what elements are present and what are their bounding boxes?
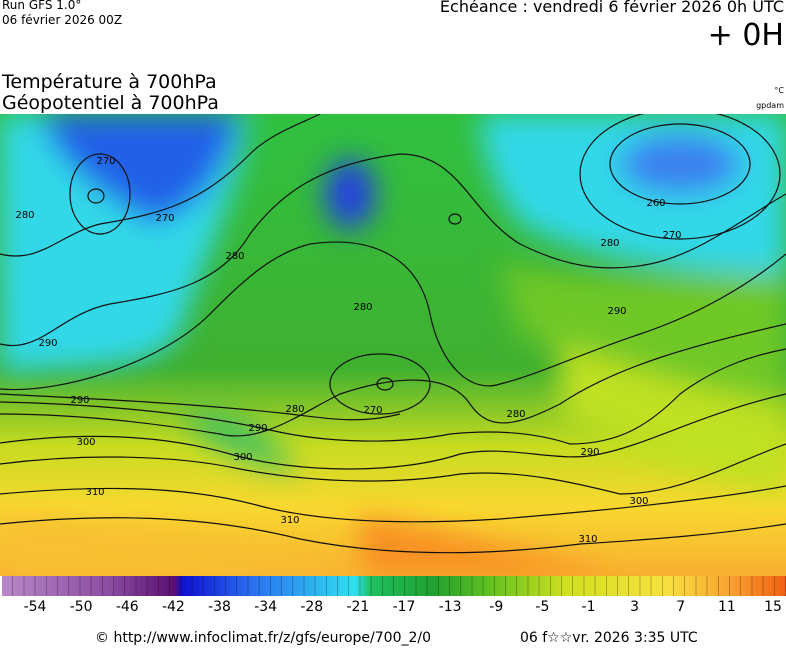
contour-label: 290 <box>38 338 57 349</box>
colorbar-dividers <box>2 576 786 596</box>
colorbar-label: -9 <box>489 599 504 615</box>
contour-label: 280 <box>353 302 372 313</box>
contour-label: 280 <box>225 251 244 262</box>
colorbar-label: 7 <box>676 599 686 615</box>
contour-label: 270 <box>363 405 382 416</box>
contour-label: 310 <box>280 515 299 526</box>
contour-labels: 270 280 270 280 280 270 290 290 280 290 … <box>15 156 681 545</box>
contour-label: 280 <box>15 210 34 221</box>
contour-label: 300 <box>629 496 648 507</box>
contour-label: 260 <box>646 198 665 209</box>
contour-label: 290 <box>607 306 626 317</box>
contour-label: 280 <box>506 409 525 420</box>
contour-label: 300 <box>233 452 252 463</box>
run-label: Run GFS 1.0° <box>2 0 82 12</box>
colorbar-label: -28 <box>300 599 324 615</box>
colorbar-label: -34 <box>254 599 278 615</box>
colorbar-label: -54 <box>23 599 47 615</box>
geopotential-contours <box>0 114 786 554</box>
colorbar-label: -17 <box>392 599 416 615</box>
colorbar-label: -1 <box>581 599 596 615</box>
forecast-time: Echéance : vendredi 6 février 2026 0h UT… <box>439 0 784 16</box>
colorbar-label: 15 <box>764 599 782 615</box>
contour-label: 300 <box>76 437 95 448</box>
footer-source: © http://www.infoclimat.fr/z/gfs/europe/… <box>95 630 432 646</box>
unit-temperature: °C <box>774 86 784 95</box>
run-date: 06 février 2026 00Z <box>2 13 123 27</box>
contour-label: 310 <box>578 534 597 545</box>
colorbar-label: -13 <box>438 599 462 615</box>
colorbar-label: -50 <box>69 599 93 615</box>
colorbar-label: 3 <box>630 599 640 615</box>
footer-timestamp: 06 f☆☆vr. 2026 3:35 UTC <box>520 630 698 646</box>
contour-label: 270 <box>96 156 115 167</box>
temperature-field <box>0 114 786 576</box>
colorbar-label: -5 <box>535 599 550 615</box>
contour-label: 270 <box>155 213 174 224</box>
colorbar-label: -42 <box>161 599 185 615</box>
colorbar-label: -38 <box>208 599 231 615</box>
contour-label: 280 <box>600 238 619 249</box>
colorbar-label: -46 <box>115 599 139 615</box>
unit-geopotential: gpdam <box>756 101 784 110</box>
colorbar-label: -21 <box>346 599 370 615</box>
title-geopotential: Géopotentiel à 700hPa <box>2 92 219 114</box>
contour-label: 290 <box>248 423 267 434</box>
contour-label: 310 <box>85 487 104 498</box>
contour-label: 280 <box>285 404 304 415</box>
contour-label: 270 <box>662 230 681 241</box>
colorbar <box>2 576 786 596</box>
contour-label: 290 <box>70 395 89 406</box>
map: 270 280 270 280 280 270 290 290 280 290 … <box>0 114 786 576</box>
title-temperature: Température à 700hPa <box>2 71 217 93</box>
colorbar-label: 11 <box>717 599 736 615</box>
contour-label: 290 <box>580 447 599 458</box>
forecast-offset: + 0H <box>707 18 784 53</box>
